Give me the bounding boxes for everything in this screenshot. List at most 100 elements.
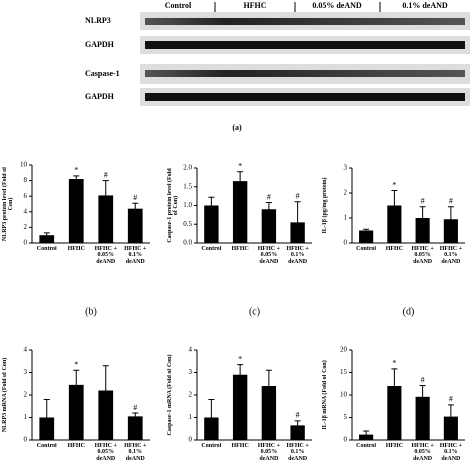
western-blot (140, 2, 470, 106)
x-tick-label-box: HFHC (231, 443, 248, 449)
blot-group-label: 0.05% deAND (312, 1, 362, 10)
x-tick-label: Control (36, 246, 57, 252)
bar (359, 230, 374, 243)
annotation: # (449, 395, 453, 404)
x-tick-label: Control (201, 443, 222, 449)
y-tick-label: 0 (344, 436, 348, 444)
y-tick-label: 1.0 (183, 201, 192, 209)
x-tick-label: Control (201, 246, 222, 252)
y-axis-label: Caspase-1 protein level (Fold of Con) (167, 168, 180, 243)
x-tick-label-box: Control (201, 443, 222, 449)
y-axis-label: IL-1β (pg/mg protein) (322, 177, 328, 234)
bar (387, 205, 402, 243)
annotation: # (267, 192, 271, 201)
annotation: * (392, 180, 396, 189)
x-tick-label: HFHC + 0.05% deAND (411, 246, 434, 265)
bar (261, 386, 277, 440)
y-axis-label: NLRP3 protein level (Fold of Con) (2, 166, 15, 242)
y-axis-label-box: Caspase-1 protein level (Fold of Con) (167, 168, 180, 243)
annotation: # (296, 192, 300, 201)
annotation: * (238, 162, 242, 171)
x-tick-label: HFHC (67, 246, 85, 252)
annotation: * (238, 354, 242, 363)
x-tick-label: HFHC + 0.05% deAND (94, 443, 117, 462)
x-tick-label-box: HFHC + 0.1% deAND (439, 443, 462, 462)
x-tick-label: HFHC + 0.1% deAND (286, 246, 309, 265)
y-axis-label: IL-1β mRNA (Fold of Con) (322, 360, 328, 430)
x-tick-label: Control (36, 443, 57, 449)
annotation: # (421, 197, 425, 206)
y-tick-label: 2 (24, 391, 28, 399)
bar (261, 209, 277, 243)
y-tick-label: 20 (340, 346, 348, 354)
panel-label: (d) (403, 306, 415, 317)
y-tick-label: 1 (189, 413, 193, 421)
y-tick-label: 15 (340, 368, 348, 376)
x-tick-label: HFHC + 0.05% deAND (257, 443, 280, 462)
y-tick-label: 0 (24, 239, 28, 247)
y-axis-label-box: IL-1β (pg/mg protein) (322, 177, 328, 234)
annotation: * (74, 360, 78, 369)
x-tick-label: HFHC + 0.1% deAND (439, 443, 462, 462)
bar (39, 235, 55, 243)
y-tick-label: 2 (24, 223, 28, 231)
annotation: # (421, 375, 425, 384)
x-tick-label: HFHC + 0.05% deAND (94, 246, 117, 265)
x-tick-label: HFHC (231, 246, 249, 252)
y-tick-label: 4 (24, 346, 28, 354)
x-tick-label-box: HFHC (385, 246, 404, 252)
bar (68, 384, 84, 440)
x-tick-label: HFHC + 0.1% deAND (439, 246, 462, 265)
blot-band (145, 41, 465, 49)
blot-group-label: HFHC (243, 1, 266, 10)
bar (204, 205, 219, 243)
y-axis-label-box: NLRP3 mRNA (Fold of Con) (2, 357, 8, 433)
y-axis-label-box: IL-1β mRNA (Fold of Con) (322, 360, 328, 430)
y-tick-label: 4 (189, 346, 193, 354)
y-tick-label: 4 (24, 207, 28, 215)
x-tick-label: HFHC (67, 443, 85, 449)
annotation: # (133, 403, 137, 412)
bar (415, 396, 430, 440)
x-tick-label-box: HFHC + 0.1% deAND (439, 246, 462, 265)
y-tick-label: 3 (24, 368, 28, 376)
y-tick-label: 10 (340, 391, 348, 399)
y-tick-label: 0.5 (183, 220, 192, 228)
x-tick-label-box: HFHC + 0.05% deAND (411, 443, 433, 462)
x-tick-label: HFHC + 0.1% deAND (124, 246, 147, 265)
blot-group-label: 0.1% deAND (402, 1, 448, 10)
x-tick-label-box: HFHC + 0.1% deAND (124, 246, 147, 265)
x-tick-label: Control (356, 443, 377, 449)
blot-group-label: Control (165, 1, 192, 10)
blot-band (145, 18, 465, 25)
y-tick-label: 2 (189, 391, 193, 399)
y-tick-label: 0 (24, 436, 28, 444)
x-tick-label-box: Control (201, 246, 222, 252)
x-tick-label-box: HFHC + 0.05% deAND (411, 246, 434, 265)
annotation: # (133, 193, 137, 202)
bar (98, 195, 114, 243)
x-tick-label-box: HFHC + 0.1% deAND (124, 443, 146, 462)
blot-band (145, 93, 465, 101)
x-tick-label-box: HFHC + 0.05% deAND (94, 246, 117, 265)
bar (290, 425, 305, 440)
blot-row-label: Caspase-1 (85, 69, 120, 78)
y-axis-label: Caspase-1 mRNA (Fold of Con) (167, 354, 173, 436)
y-tick-label: 3 (344, 164, 348, 172)
y-axis-label: NLRP3 mRNA (Fold of Con) (2, 357, 8, 433)
bar (232, 374, 248, 440)
y-tick-label: 2 (344, 189, 348, 197)
bar (415, 218, 430, 243)
panel-label: (b) (85, 306, 97, 317)
bar (387, 386, 402, 440)
bar (68, 179, 84, 243)
annotation: # (449, 197, 453, 206)
x-tick-label-box: Control (36, 246, 57, 252)
x-tick-label: HFHC (385, 246, 404, 252)
x-tick-label: Control (356, 246, 377, 252)
x-tick-label-box: HFHC + 0.1% deAND (286, 443, 308, 462)
x-tick-label-box: HFHC + 0.05% deAND (258, 246, 280, 265)
x-tick-label-box: HFHC (67, 246, 85, 252)
